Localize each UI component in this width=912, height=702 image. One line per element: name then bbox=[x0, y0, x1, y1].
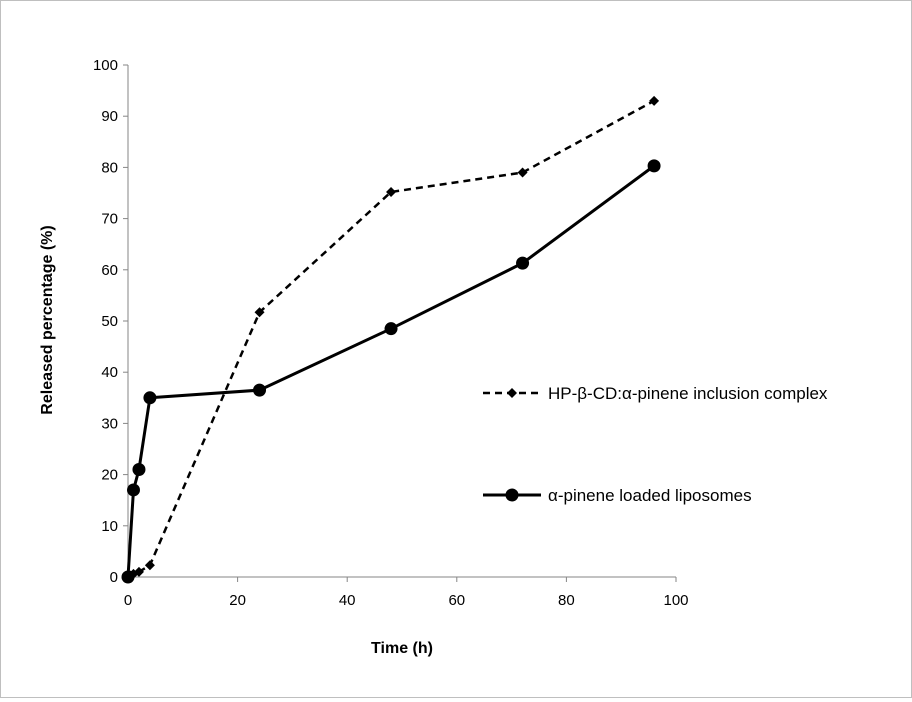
y-tick-label: 90 bbox=[101, 108, 118, 125]
data-point-diamond bbox=[144, 560, 155, 571]
legend-swatch-marker bbox=[505, 488, 519, 502]
y-axis-title: Released percentage (%) bbox=[39, 225, 56, 414]
legend-entry-1: HP-β-CD:α-pinene inclusion complex bbox=[483, 384, 828, 403]
x-tick-label: 80 bbox=[558, 592, 575, 609]
y-tick-label: 10 bbox=[101, 518, 118, 535]
data-point-circle bbox=[121, 570, 135, 584]
x-axis-title: Time (h) bbox=[371, 640, 433, 657]
data-point-diamond bbox=[517, 167, 528, 178]
y-tick-label: 70 bbox=[101, 211, 118, 228]
x-tick-label: 0 bbox=[124, 592, 132, 609]
legend-label: α-pinene loaded liposomes bbox=[548, 486, 752, 505]
y-tick-label: 80 bbox=[101, 159, 118, 176]
data-point-circle bbox=[384, 322, 398, 336]
y-tick-label: 100 bbox=[93, 57, 118, 74]
data-point-diamond bbox=[133, 566, 144, 577]
y-tick-label: 20 bbox=[101, 467, 118, 484]
legend-label: HP-β-CD:α-pinene inclusion complex bbox=[548, 384, 828, 403]
data-point-circle bbox=[253, 383, 267, 397]
y-tick-label: 0 bbox=[110, 569, 118, 586]
legend: HP-β-CD:α-pinene inclusion complex α-pine… bbox=[483, 384, 828, 505]
data-point-circle bbox=[132, 462, 146, 476]
series-line bbox=[127, 99, 655, 579]
series-layer bbox=[121, 95, 661, 584]
series-2 bbox=[121, 159, 661, 584]
y-tick-label: 60 bbox=[101, 262, 118, 279]
x-tick-label: 100 bbox=[663, 592, 688, 609]
x-tick-label: 40 bbox=[339, 592, 356, 609]
x-tick-label: 60 bbox=[448, 592, 465, 609]
series-1 bbox=[123, 95, 660, 582]
y-tick-label: 50 bbox=[101, 313, 118, 330]
data-point-circle bbox=[126, 483, 140, 497]
y-tick-label: 30 bbox=[101, 415, 118, 432]
legend-swatch-marker bbox=[507, 388, 517, 398]
axes: 0 10 20 30 40 50 60 70 80 90 100 0 20 40 60 80 100 bbox=[93, 57, 689, 609]
data-point-diamond bbox=[386, 186, 397, 197]
x-tick-label: 20 bbox=[229, 592, 246, 609]
data-point-diamond bbox=[649, 95, 660, 106]
data-point-diamond bbox=[254, 307, 265, 318]
data-point-circle bbox=[516, 256, 530, 270]
data-point-circle bbox=[647, 159, 661, 173]
y-tick-label: 40 bbox=[101, 364, 118, 381]
data-point-circle bbox=[143, 391, 157, 405]
series-line bbox=[126, 164, 655, 578]
legend-entry-2: α-pinene loaded liposomes bbox=[483, 486, 752, 505]
